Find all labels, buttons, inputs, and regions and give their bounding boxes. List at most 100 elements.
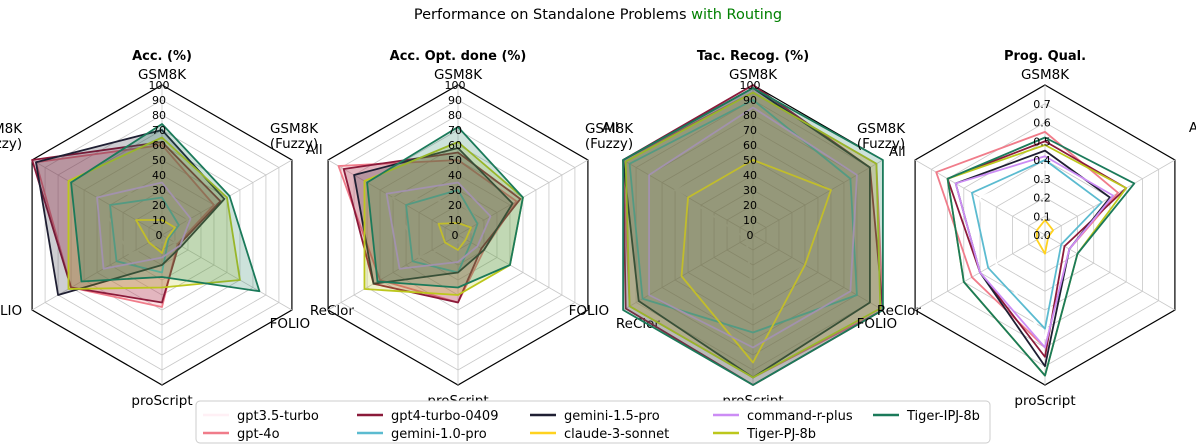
legend-item: gemini-1.0-pro xyxy=(357,427,487,442)
legend-item: Tiger-PJ-8b xyxy=(713,427,816,442)
tick-label: 100 xyxy=(445,79,466,92)
tick-label: 40 xyxy=(743,169,757,182)
legend-label: Tiger-PJ-8b xyxy=(746,427,816,442)
tick-label: 90 xyxy=(448,94,462,107)
subplot-title: Prog. Qual. xyxy=(1004,49,1086,64)
tick-label: 0.0 xyxy=(1033,229,1051,242)
series-Tiger-IPJ-8b xyxy=(366,126,524,289)
tick-label: 10 xyxy=(743,214,757,227)
tick-label: 40 xyxy=(448,169,462,182)
legend-item: command-r-plus xyxy=(713,409,853,424)
legend-label: gpt3.5-turbo xyxy=(237,409,319,424)
grid-spoke xyxy=(327,234,459,311)
legend-label: command-r-plus xyxy=(747,409,853,424)
tick-label: 0.6 xyxy=(1033,117,1051,130)
legend-item: gpt4-turbo-0409 xyxy=(357,409,498,424)
grid-spoke xyxy=(752,159,884,236)
tick-label: 40 xyxy=(152,169,166,182)
tick-label: 0.3 xyxy=(1033,173,1051,186)
axis-label: FOLIO xyxy=(270,316,311,332)
series-Tiger-IPJ-8b xyxy=(70,123,261,293)
series-gemini-1.5-pro xyxy=(35,129,226,296)
subplot-title: Tac. Recog. (%) xyxy=(697,49,809,64)
legend-label: gemini-1.5-pro xyxy=(564,409,660,424)
tick-label: 0.1 xyxy=(1033,210,1051,223)
tick-label: 30 xyxy=(448,184,462,197)
tick-label: 100 xyxy=(149,79,170,92)
axis-label: GSM8K(Fuzzy) xyxy=(270,121,319,152)
tick-label: 90 xyxy=(152,94,166,107)
radar-chart-4: Prog. Qual. 0.0 0.1 0.2 0.3 0.4 0.5 0.6 0.7 GSM8K… xyxy=(857,49,1196,409)
series-command-r-plus xyxy=(385,181,492,270)
grid-spoke xyxy=(622,234,754,311)
axis-label: FOLIO xyxy=(857,316,898,332)
tick-label: 80 xyxy=(743,109,757,122)
figure-suptitle: Performance on Standalone Problems with … xyxy=(414,7,782,23)
axis-label: GSM8K(Fuzzy) xyxy=(0,121,23,152)
suptitle-main: Performance on Standalone Problems xyxy=(414,7,691,23)
tick-label: 20 xyxy=(152,199,166,212)
tick-label: 80 xyxy=(152,109,166,122)
tick-label: 80 xyxy=(448,109,462,122)
axis-label: All xyxy=(306,142,323,158)
tick-label: 70 xyxy=(152,124,166,137)
tick-label: 30 xyxy=(152,184,166,197)
legend-item: gpt-4o xyxy=(203,427,280,442)
axis-label: GSM8K(Fuzzy) xyxy=(857,121,906,152)
series-claude-3-sonnet xyxy=(680,159,832,364)
grid-spoke xyxy=(1044,234,1176,311)
series-claude-3-sonnet xyxy=(135,219,176,254)
tick-label: 10 xyxy=(448,214,462,227)
tick-label: 70 xyxy=(743,124,757,137)
tick-label: 0 xyxy=(452,229,459,242)
legend-label: gpt-4o xyxy=(237,427,280,442)
series-Tiger-PJ-8b xyxy=(67,136,241,290)
series-gemini-1.0-pro xyxy=(628,99,858,334)
radar-chart-3: Tac. Recog. (%)0102030405060708090100GSM… xyxy=(569,49,922,409)
axis-label: proScript xyxy=(1014,393,1075,409)
legend-item: gemini-1.5-pro xyxy=(530,409,660,424)
series-claude-3-sonnet xyxy=(1035,219,1055,255)
legend-item: Tiger-IPJ-8b xyxy=(873,409,980,424)
tick-label: 70 xyxy=(448,124,462,137)
tick-label: 50 xyxy=(152,154,166,167)
axis-label: GSM8K xyxy=(729,67,778,83)
legend-label: Tiger-IPJ-8b xyxy=(906,409,980,424)
axis-label: GSM8K xyxy=(434,67,483,83)
series-gpt4-turbo-0409 xyxy=(342,151,522,304)
radar-charts: Acc. (%)0102030405060708090100GSM8KAllRe… xyxy=(0,49,1196,409)
tick-label: 0 xyxy=(156,229,163,242)
radar-chart-2: Acc. Opt. done (%) 0 10 20 30 40 50 60 70 80 90 100… xyxy=(270,49,661,409)
grid-spoke xyxy=(752,234,884,311)
tick-label: 0.4 xyxy=(1033,154,1051,167)
series-command-r-plus xyxy=(96,181,192,270)
series-Tiger-IPJ-8b xyxy=(622,87,884,386)
tick-label: 0.5 xyxy=(1033,135,1051,148)
tick-label: 60 xyxy=(152,139,166,152)
tick-label: 20 xyxy=(448,199,462,212)
tick-label: 50 xyxy=(448,154,462,167)
axis-label: All xyxy=(1189,120,1196,136)
suptitle-highlight: with Routing xyxy=(691,7,782,23)
legend-item: gpt3.5-turbo xyxy=(203,409,319,424)
axis-label: ReClor xyxy=(310,303,355,319)
series-command-r-plus xyxy=(648,106,858,349)
legend-label: claude-3-sonnet xyxy=(564,427,669,442)
axis-label: All xyxy=(602,120,619,136)
series-gemini-1.0-pro xyxy=(971,159,1103,330)
tick-label: 60 xyxy=(448,139,462,152)
legend-item: claude-3-sonnet xyxy=(530,427,669,442)
legend-label: gpt4-turbo-0409 xyxy=(391,409,498,424)
tick-label: 0.2 xyxy=(1033,192,1051,205)
subplot-title: Acc. Opt. done (%) xyxy=(390,49,527,64)
axis-label: All xyxy=(889,144,906,160)
series-Tiger-PJ-8b xyxy=(624,91,882,379)
grid-spoke xyxy=(31,234,163,311)
axis-label: GSM8K xyxy=(1021,67,1070,83)
grid-spoke xyxy=(457,234,589,311)
axis-label: GSM8K(Fuzzy) xyxy=(585,121,634,152)
tick-label: 50 xyxy=(743,154,757,167)
legend-frame xyxy=(195,400,991,444)
